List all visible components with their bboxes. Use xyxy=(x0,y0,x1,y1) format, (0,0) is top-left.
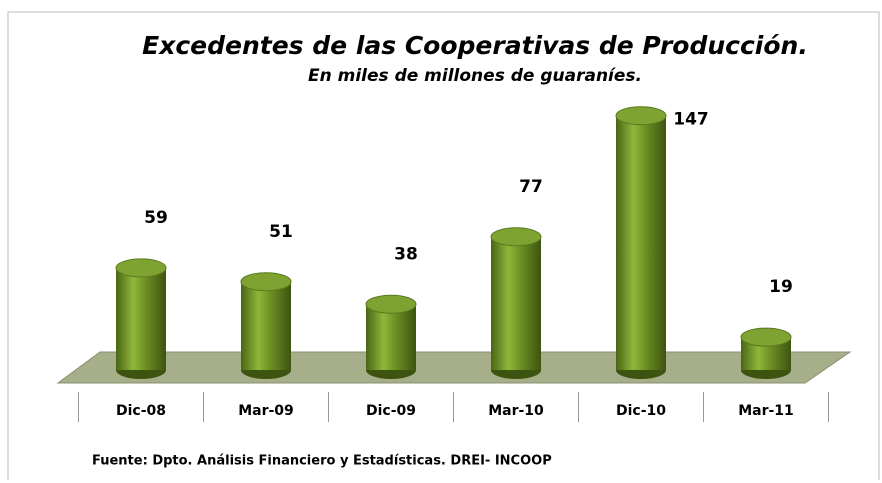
value-label: 19 xyxy=(769,277,793,297)
cylinder-top xyxy=(490,227,542,247)
cylinder xyxy=(615,106,667,379)
bar xyxy=(241,281,291,370)
cylinder xyxy=(740,327,792,379)
x-tick-label: Dic-09 xyxy=(366,403,416,419)
cylinder-top xyxy=(240,272,292,292)
cylinder xyxy=(240,272,292,379)
category-dividers xyxy=(78,392,829,422)
value-label: 147 xyxy=(673,110,709,130)
x-tick-label: Mar-11 xyxy=(738,403,794,419)
chart-subtitle: En miles de millones de guaraníes. xyxy=(308,66,642,86)
value-label: 59 xyxy=(144,208,168,228)
cylinder-top xyxy=(740,327,792,347)
source-note: Fuente: Dpto. Análisis Financiero y Esta… xyxy=(92,454,552,469)
cylinder xyxy=(490,227,542,379)
x-tick-label: Mar-10 xyxy=(488,403,544,419)
bar xyxy=(366,304,416,370)
cylinder-top xyxy=(365,294,417,314)
bar xyxy=(616,115,666,370)
cylinder-top xyxy=(115,258,167,278)
x-tick-label: Dic-08 xyxy=(116,403,166,419)
x-tick-label: Mar-09 xyxy=(238,403,294,419)
value-label: 51 xyxy=(269,222,293,242)
x-tick-label: Dic-10 xyxy=(616,403,666,419)
bar xyxy=(491,236,541,370)
cylinder xyxy=(115,258,167,379)
bar xyxy=(116,267,166,370)
frame xyxy=(7,11,880,480)
cylinder xyxy=(365,294,417,379)
value-label: 38 xyxy=(394,244,418,264)
chart-title: Excedentes de las Cooperativas de Produc… xyxy=(142,31,808,60)
value-label: 77 xyxy=(519,177,543,197)
cylinder-top xyxy=(615,106,667,126)
floor xyxy=(56,351,852,384)
